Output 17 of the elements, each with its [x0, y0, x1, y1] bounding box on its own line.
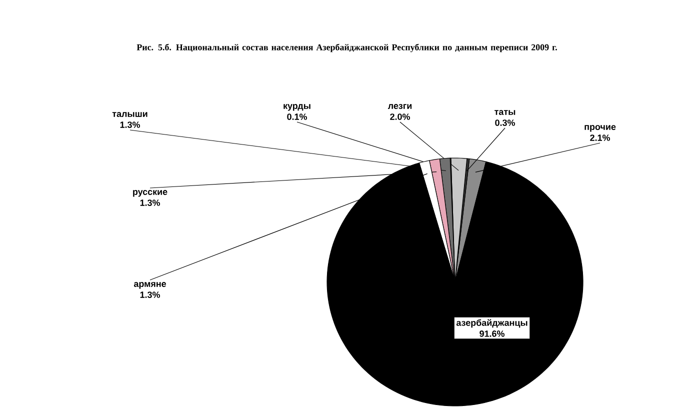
data-label: 1.3% [120, 122, 140, 128]
slice-label: таты [494, 110, 516, 115]
slice-label: лезги [388, 104, 412, 109]
data-label: 1.3% [140, 200, 160, 206]
data-label: 0.3% [495, 120, 515, 126]
slice-label: прочие [584, 125, 616, 132]
chart-title: Рис. 5.б. Национальный состав населения Азербайджанской Республики по данным переписи 2009 г. [136, 44, 557, 52]
data-label: 2.0% [390, 114, 410, 120]
slice-label: талыши [112, 112, 148, 117]
data-label: 2.1% [590, 134, 610, 141]
data-label: 91.6% [480, 330, 504, 337]
slice-label: азербайджанцы [456, 319, 528, 328]
slice-label: русские [133, 190, 168, 197]
data-label: 1.3% [140, 292, 160, 298]
slice-label: курды [284, 104, 310, 111]
data-label: 0.1% [287, 114, 307, 120]
slice-label: армяне [134, 282, 166, 289]
